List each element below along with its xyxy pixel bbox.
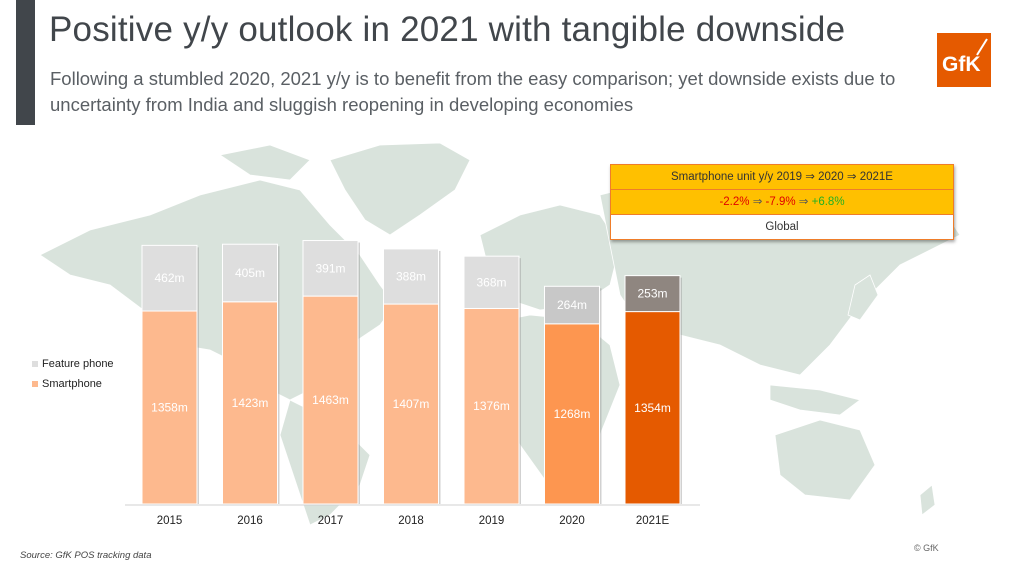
yoy-callout-table: Smartphone unit y/y 2019 ⇒ 2020 ⇒ 2021E … [610,164,954,240]
x-tick-label-2017: 2017 [318,515,344,527]
map-arctic-islands [218,144,311,181]
data-label-feature-phone-2017: 391m [315,261,345,275]
x-tick-label-2018: 2018 [398,515,424,527]
bar-smartphone-2020 [544,323,600,505]
map-greenland [329,142,471,236]
source-note: Source: GfK POS tracking data [20,550,152,561]
bar-smartphone-2017 [302,295,359,505]
bar-feature-phone-2016 [222,243,278,303]
bar-feature-phone-2019 [463,255,520,309]
data-label-feature-phone-2015: 462m [154,271,184,285]
legend-label-feature-phone: Feature phone [42,358,114,370]
data-label-smartphone-2021E: 1354m [634,401,671,415]
legend-swatch-feature-phone [32,361,38,367]
bar-feature-phone-2021E [624,275,681,313]
data-label-smartphone-2017: 1463m [312,393,349,407]
bar-smartphone-2018 [383,303,439,505]
bar-feature-phone-2017 [302,240,359,297]
data-label-feature-phone-2019: 368m [476,275,506,289]
map-japan [847,274,879,321]
x-tick-label-2021E: 2021E [636,515,670,527]
data-label-feature-phone-2020: 264m [557,298,587,312]
x-tick-label-2019: 2019 [479,515,505,527]
arrow-icon: ⇒ [752,196,763,208]
data-label-smartphone-2018: 1407m [393,397,430,411]
map-new-zealand [919,484,936,516]
labels-group: 1358m 462m 2015 1423m 405m 2016 1463m 391m 2017 1… [151,261,671,527]
bar-smartphone-2021E [624,311,681,505]
bar-feature-phone-2018 [383,248,439,305]
yoy-2021e: +6.8% [811,196,845,208]
x-tick-label-2015: 2015 [157,515,183,527]
data-label-smartphone-2020: 1268m [554,407,591,421]
title-accent-bar [16,0,35,125]
map-se-asia [769,384,861,416]
legend-item-feature-phone: Feature phone [32,354,114,374]
arrow-icon: ⇒ [798,196,809,208]
data-label-smartphone-2019: 1376m [473,399,510,413]
bars-group [141,240,682,505]
yoy-2020: -7.9% [765,196,796,208]
chart-legend: Feature phone Smartphone [32,354,114,394]
callout-values: -2.2% ⇒ -7.9% ⇒ +6.8% [611,190,953,215]
legend-label-smartphone: Smartphone [42,378,102,390]
gfk-logo-icon: GfK [937,33,991,87]
data-label-feature-phone-2018: 388m [396,269,426,283]
bar-smartphone-2016 [222,301,278,505]
data-label-feature-phone-2016: 405m [235,266,265,280]
x-tick-label-2020: 2020 [559,515,585,527]
legend-item-smartphone: Smartphone [32,374,114,394]
logo-text: GfK [942,53,981,76]
data-label-smartphone-2015: 1358m [151,401,188,415]
bar-feature-phone-2015 [141,244,198,312]
bar-feature-phone-2020 [544,285,600,325]
data-label-smartphone-2016: 1423m [232,396,269,410]
map-australia [774,419,876,501]
page-title: Positive y/y outlook in 2021 with tangib… [49,10,846,49]
legend-swatch-smartphone [32,381,38,387]
x-tick-label-2016: 2016 [237,515,263,527]
yoy-2019: -2.2% [719,196,750,208]
data-label-feature-phone-2021E: 253m [637,287,667,301]
callout-region: Global [611,215,953,239]
page-subtitle: Following a stumbled 2020, 2021 y/y is t… [50,68,896,115]
callout-header: Smartphone unit y/y 2019 ⇒ 2020 ⇒ 2021E [611,165,953,190]
bar-smartphone-2015 [141,310,198,505]
copyright-note: © GfK [914,543,939,553]
